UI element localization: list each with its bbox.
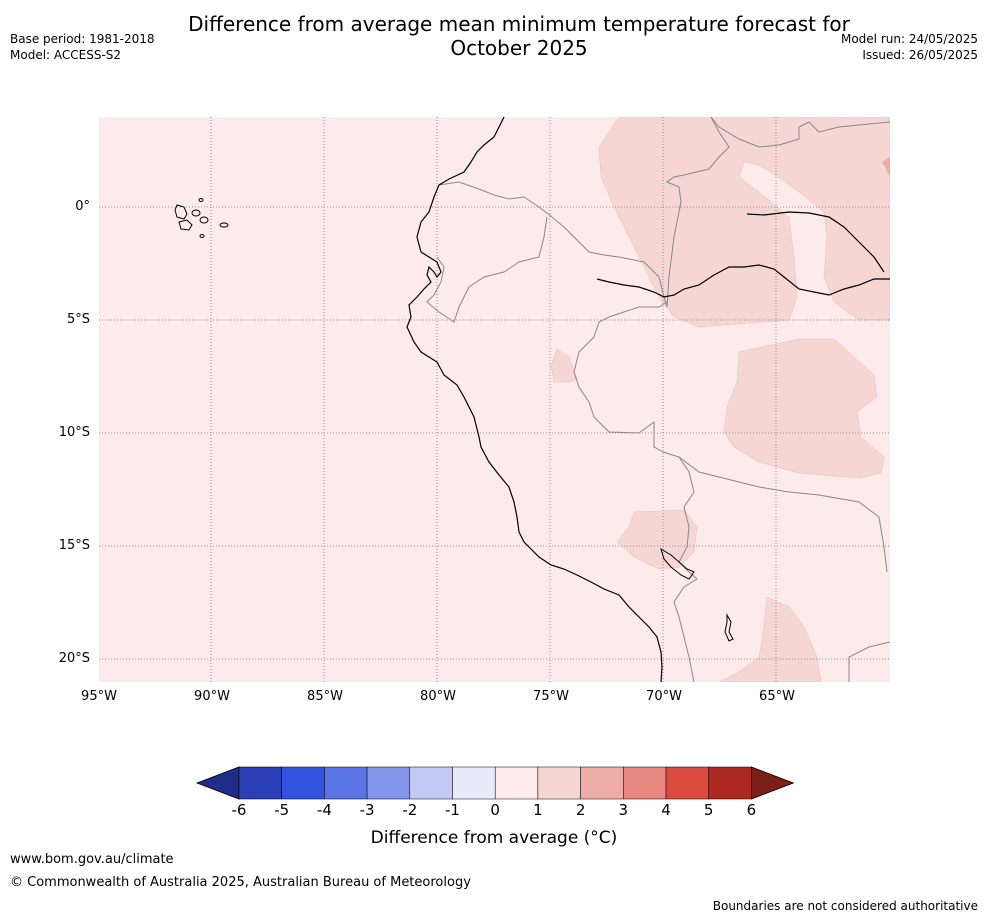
title-line-2: October 2025	[450, 36, 588, 60]
colorbar-cell	[409, 766, 453, 800]
lon-label-70w: 70°W	[646, 689, 682, 704]
lon-label-65w: 65°W	[759, 689, 795, 704]
lake-titicaca	[660, 547, 695, 580]
country-borders	[426, 117, 890, 682]
warm-region-amazon	[598, 117, 890, 328]
colorbar-arrow-high	[751, 766, 795, 800]
footer-url: www.bom.gov.au/climate	[10, 852, 174, 867]
colorbar-tick-label: -6	[231, 801, 247, 819]
border-colombia-brazil	[665, 117, 730, 308]
warm-anomaly-regions	[550, 117, 890, 682]
lat-label-10s: 10°S	[58, 425, 90, 440]
warm-region-central	[723, 338, 885, 479]
warmer-region-edge	[882, 157, 890, 177]
issued-text: Issued: 26/05/2025	[862, 48, 978, 62]
colorbar-tick-label: 3	[618, 801, 629, 819]
lat-label-5s: 5°S	[66, 312, 90, 327]
colorbar-cell	[623, 766, 667, 800]
galapagos-islands	[174, 198, 229, 238]
colorbar-cell	[537, 766, 581, 800]
forecast-map	[99, 117, 890, 682]
warm-region-west-small	[550, 348, 578, 383]
colorbar-tick-label: 2	[575, 801, 586, 819]
colorbar-cell	[708, 766, 752, 800]
lat-label-15s: 15°S	[58, 538, 90, 553]
colorbar-tick-label: -1	[445, 801, 460, 819]
island-floreana	[199, 234, 205, 238]
model-run-text: Model run: 24/05/2025	[840, 32, 978, 46]
colorbar-cell	[281, 766, 325, 800]
colorbar-cell	[366, 766, 411, 800]
border-colombia-ecuador	[438, 181, 668, 308]
rio-negro	[746, 211, 885, 273]
colorbar-tick-label: -2	[402, 801, 418, 819]
base-period-text: Base period: 1981-2018	[10, 32, 155, 46]
graticule	[99, 117, 890, 682]
lat-label-20s: 20°S	[58, 651, 90, 666]
map-title: Difference from average mean minimum tem…	[0, 12, 988, 60]
colorbar-tick-label: 5	[703, 801, 714, 819]
model-text: Model: ACCESS-S2	[10, 48, 122, 62]
colorbar-cell	[494, 766, 539, 800]
colorbar-tick-label: -4	[316, 801, 332, 819]
border-brazil-venezuela	[710, 117, 890, 148]
colorbar-tick-label: 0	[490, 801, 500, 819]
colorbar-tick-label: 4	[661, 801, 671, 819]
warm-region-south	[718, 596, 822, 682]
border-peru-brazil	[573, 301, 668, 453]
colorbar	[195, 766, 795, 800]
footer-disclaimer: Boundaries are not considered authoritat…	[712, 899, 978, 913]
colorbar-cell	[452, 766, 496, 800]
lake-poopo	[724, 613, 734, 642]
colorbar-tick-label: -5	[274, 801, 290, 819]
amazon-river	[596, 264, 890, 298]
colorbar-label: Difference from average (°C)	[370, 828, 618, 848]
colorbar-cell	[665, 766, 709, 800]
lon-label-90w: 90°W	[194, 689, 230, 704]
coast-pacific	[406, 117, 663, 682]
island-isabela-north	[174, 204, 188, 220]
border-bolivia-brazil	[662, 451, 888, 573]
colorbar-tick-label: -3	[359, 801, 375, 819]
lon-label-75w: 75°W	[533, 689, 569, 704]
lon-label-95w: 95°W	[81, 689, 117, 704]
island-pinta	[198, 198, 204, 202]
footer-copyright: © Commonwealth of Australia 2025, Austra…	[10, 875, 471, 890]
border-peru-bolivia	[678, 456, 698, 580]
colorbar-cell	[580, 766, 624, 800]
meta-right: Model run: 24/05/2025 Issued: 26/05/2025	[841, 31, 978, 63]
island-santa-cruz	[199, 216, 209, 224]
colorbar-cell	[324, 766, 368, 800]
lon-label-85w: 85°W	[307, 689, 343, 704]
colorbar-arrow-low	[195, 766, 240, 800]
border-bolivia-paraguay	[848, 641, 890, 682]
island-santiago	[191, 209, 201, 217]
lat-label-0: 0°	[75, 199, 90, 214]
meta-left: Base period: 1981-2018 Model: ACCESS-S2	[10, 31, 155, 63]
colorbar-tick-label: 6	[746, 801, 757, 819]
island-isabela-south	[178, 219, 193, 231]
colorbar-title: Difference from average (°C)	[0, 828, 988, 848]
border-bolivia-chile	[673, 578, 698, 682]
island-san-cristobal	[219, 222, 229, 228]
border-ecuador-peru	[426, 216, 548, 323]
colorbar-cell	[238, 766, 282, 800]
title-line-1: Difference from average mean minimum tem…	[188, 12, 850, 36]
coastline	[406, 117, 890, 682]
warm-region-altiplano	[616, 509, 698, 570]
lon-label-80w: 80°W	[420, 689, 456, 704]
colorbar-tick-label: 1	[533, 801, 543, 819]
